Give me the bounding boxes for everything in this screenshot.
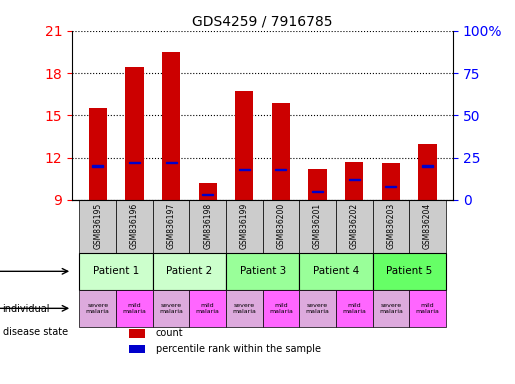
Bar (153, 290, 190, 327)
Bar (299, 290, 336, 327)
Bar (226, 200, 263, 253)
FancyBboxPatch shape (312, 191, 323, 192)
FancyBboxPatch shape (385, 186, 397, 187)
Bar (153, 253, 226, 290)
Bar (372, 200, 409, 253)
FancyBboxPatch shape (202, 194, 213, 195)
Bar (372, 290, 409, 327)
Bar (153, 200, 190, 253)
Bar (116, 290, 153, 327)
Bar (226, 253, 299, 290)
Bar (129, 345, 145, 354)
Bar (382, 163, 400, 200)
Text: mild
malaria: mild malaria (342, 303, 366, 314)
Text: GSM836200: GSM836200 (277, 203, 285, 250)
Text: Patient 2: Patient 2 (166, 266, 213, 276)
FancyBboxPatch shape (129, 162, 140, 163)
FancyBboxPatch shape (422, 166, 433, 167)
Text: severe
malaria: severe malaria (232, 303, 256, 314)
Bar (308, 169, 327, 200)
Text: GSM836201: GSM836201 (313, 203, 322, 250)
Bar (418, 144, 437, 200)
Text: count: count (156, 328, 183, 338)
Text: GSM836198: GSM836198 (203, 203, 212, 250)
Text: severe
malaria: severe malaria (306, 303, 330, 314)
Text: disease state: disease state (3, 327, 67, 337)
Bar (263, 290, 299, 327)
Text: mild
malaria: mild malaria (123, 303, 146, 314)
Text: GSM836202: GSM836202 (350, 203, 359, 250)
Bar (89, 108, 107, 200)
Bar (263, 200, 299, 253)
Bar (162, 52, 180, 200)
Bar (125, 67, 144, 200)
Text: severe
malaria: severe malaria (159, 303, 183, 314)
Bar (409, 290, 446, 327)
Bar (272, 103, 290, 200)
Text: GSM836204: GSM836204 (423, 203, 432, 250)
Bar (345, 162, 364, 200)
Text: severe
malaria: severe malaria (86, 303, 110, 314)
Text: percentile rank within the sample: percentile rank within the sample (156, 344, 321, 354)
Text: individual: individual (3, 304, 50, 314)
Bar (336, 290, 372, 327)
Text: GSM836203: GSM836203 (386, 203, 396, 250)
FancyBboxPatch shape (239, 169, 250, 170)
Text: GSM836199: GSM836199 (240, 203, 249, 250)
Bar (129, 329, 145, 338)
Bar (235, 91, 253, 200)
Bar (299, 253, 372, 290)
Bar (336, 200, 372, 253)
Text: GSM836197: GSM836197 (166, 203, 176, 250)
Bar (79, 200, 116, 253)
FancyBboxPatch shape (92, 166, 103, 167)
Text: Patient 4: Patient 4 (313, 266, 359, 276)
Text: severe
malaria: severe malaria (379, 303, 403, 314)
Text: GSM836195: GSM836195 (93, 203, 102, 250)
Bar (198, 183, 217, 200)
Text: Patient 1: Patient 1 (93, 266, 139, 276)
Bar (190, 290, 226, 327)
FancyBboxPatch shape (349, 179, 360, 180)
Bar (190, 200, 226, 253)
Bar (409, 200, 446, 253)
Text: Patient 3: Patient 3 (239, 266, 286, 276)
Bar (79, 290, 116, 327)
Bar (79, 253, 153, 290)
Bar (116, 200, 153, 253)
Text: mild
malaria: mild malaria (269, 303, 293, 314)
Text: Patient 5: Patient 5 (386, 266, 433, 276)
Bar (372, 253, 446, 290)
Text: GSM836196: GSM836196 (130, 203, 139, 250)
Text: mild
malaria: mild malaria (416, 303, 439, 314)
FancyBboxPatch shape (276, 169, 286, 170)
Text: mild
malaria: mild malaria (196, 303, 219, 314)
FancyBboxPatch shape (165, 162, 177, 163)
Bar (226, 290, 263, 327)
Title: GDS4259 / 7916785: GDS4259 / 7916785 (193, 14, 333, 28)
Bar (299, 200, 336, 253)
